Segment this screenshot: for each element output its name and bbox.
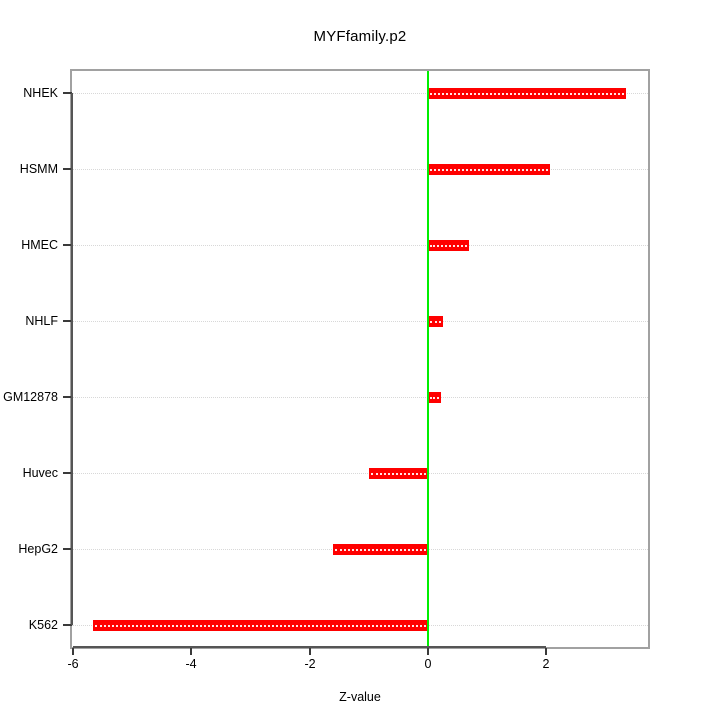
bar-dotted-overlay [371,472,426,475]
bar-dotted-overlay [430,396,439,399]
x-tick [72,648,74,655]
x-tick [309,648,311,655]
category-label: K562 [28,618,58,632]
category-tick [63,472,72,474]
x-tick [427,648,429,655]
category-label: NHEK [23,86,58,100]
x-axis-label: Z-value [339,690,381,704]
chart-title: MYFfamily.p2 [313,28,407,45]
category-tick [63,168,72,170]
bar [369,468,428,479]
bar [428,240,469,251]
bar [428,164,550,175]
category-label: Huvec [22,466,58,480]
gridline [72,245,648,246]
category-label: HepG2 [18,542,58,556]
bar [428,316,443,327]
bar-dotted-overlay [430,244,467,247]
category-tick [63,320,72,322]
x-tick-label: 0 [424,657,432,671]
x-tick-label: 2 [542,657,550,671]
bar-dotted-overlay [430,168,548,171]
category-tick [63,92,72,94]
bar [428,392,441,403]
bar [428,88,626,99]
bar [93,620,428,631]
category-label: HMEC [21,238,58,252]
x-tick-label: -2 [304,657,316,671]
category-tick [63,548,72,550]
category-label: HSMM [19,162,58,176]
gridline [72,397,648,398]
category-label: NHLF [25,314,58,328]
x-tick-label: -6 [67,657,79,671]
x-tick [545,648,547,655]
y-axis-line [71,93,73,625]
category-tick [63,624,72,626]
bar-dotted-overlay [335,548,426,551]
gridline [72,473,648,474]
plot-box [70,69,650,649]
gridline [72,93,648,94]
category-label: GM12878 [3,390,58,404]
zero-line [427,71,429,648]
category-tick [63,396,72,398]
bar-dotted-overlay [430,92,624,95]
x-tick [190,648,192,655]
category-tick [63,244,72,246]
x-tick-label: -4 [185,657,197,671]
gridline [72,321,648,322]
bar-dotted-overlay [95,624,426,627]
gridline [72,169,648,170]
x-axis-line [73,646,546,648]
bar-dotted-overlay [430,320,441,323]
bar [333,544,428,555]
